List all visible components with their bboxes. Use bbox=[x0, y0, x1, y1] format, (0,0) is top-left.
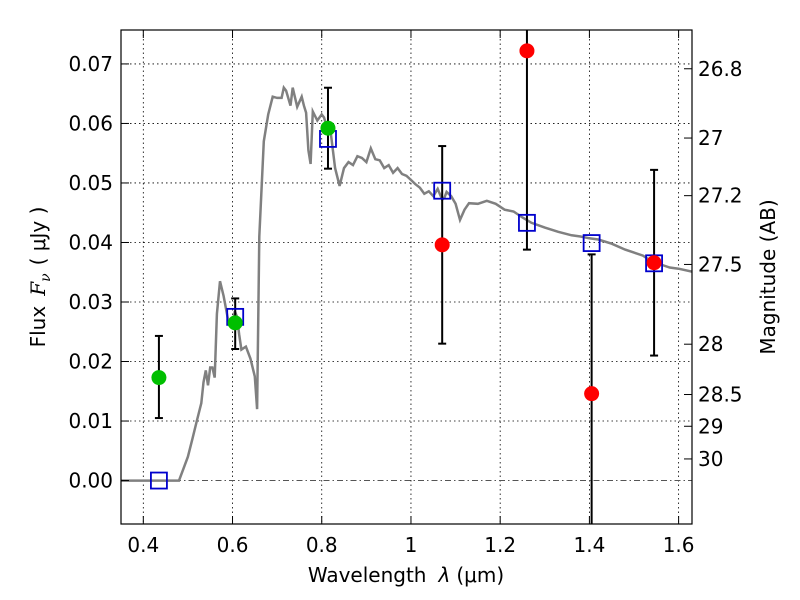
model-band-flux-square bbox=[433, 181, 452, 200]
magnitude-tick-label: 28 bbox=[698, 332, 723, 356]
y-axis-title-symbol: F bbox=[26, 281, 50, 297]
x-tick-label: 1.2 bbox=[484, 533, 516, 557]
nondetection-point bbox=[519, 43, 535, 59]
y-tick-label: 0.07 bbox=[68, 52, 113, 76]
tick-label-layer: 0.4 0.6 0.8 1 1.2 1.4 1.6 0.00 0.01 0.02 0.03 0.04 0… bbox=[68, 52, 742, 557]
y-tick-label: 0.05 bbox=[68, 171, 113, 195]
y-tick-label: 0.00 bbox=[68, 469, 113, 493]
detection-point bbox=[151, 370, 167, 386]
x-axis-title-prefix: Wavelength bbox=[308, 563, 427, 587]
nondetection-point bbox=[434, 237, 450, 253]
errorbar-layer bbox=[154, 30, 659, 524]
x-tick-label: 1.6 bbox=[663, 533, 695, 557]
y-tick-label: 0.06 bbox=[68, 111, 113, 135]
model-band-flux-layer bbox=[150, 130, 663, 490]
x-tick-label: 1 bbox=[405, 533, 418, 557]
magnitude-tick-label: 29 bbox=[698, 414, 723, 438]
magnitude-tick-label: 30 bbox=[698, 447, 723, 471]
y-tick-label: 0.01 bbox=[68, 409, 113, 433]
photometry-point-layer bbox=[151, 43, 662, 402]
y-tick-label: 0.02 bbox=[68, 350, 113, 374]
magnitude-tick-label: 27 bbox=[698, 126, 723, 150]
y-tick-label: 0.04 bbox=[68, 230, 113, 254]
y-axis-title-prefix: Flux bbox=[26, 306, 50, 348]
magnitude-tick-label: 28.5 bbox=[698, 383, 743, 407]
detection-point bbox=[320, 120, 336, 136]
magnitude-tick-label: 26.8 bbox=[698, 57, 743, 81]
tick-layer bbox=[121, 30, 692, 524]
grid-layer bbox=[121, 30, 692, 524]
x-axis-title: Wavelength λ (μm) bbox=[308, 563, 504, 587]
x-axis-title-lambda: λ bbox=[438, 563, 451, 587]
model-band-flux-square bbox=[150, 471, 168, 490]
model-band-flux-square bbox=[518, 213, 536, 232]
nondetection-point bbox=[646, 255, 662, 271]
x-tick-label: 1.4 bbox=[573, 533, 605, 557]
y2-axis-title: Magnitude (AB) bbox=[756, 199, 780, 354]
y-axis-title: Flux Fν ( μJy ) bbox=[26, 207, 54, 348]
y-axis-title-unit: ( μJy ) bbox=[26, 207, 50, 266]
nondetection-point bbox=[584, 386, 600, 402]
x-tick-label: 0.8 bbox=[306, 533, 338, 557]
model-sed-line bbox=[121, 84, 692, 482]
x-tick-label: 0.6 bbox=[217, 533, 249, 557]
y-axis-title-subscript: ν bbox=[38, 273, 54, 282]
detection-point bbox=[227, 315, 243, 331]
x-axis-title-unit: (μm) bbox=[456, 563, 504, 587]
magnitude-tick-label: 27.2 bbox=[698, 184, 743, 208]
plot-frame bbox=[120, 29, 693, 525]
magnitude-tick-label: 27.5 bbox=[698, 252, 743, 276]
y-tick-label: 0.03 bbox=[68, 290, 113, 314]
model-band-flux-square bbox=[582, 234, 601, 252]
x-tick-label: 0.4 bbox=[127, 533, 159, 557]
